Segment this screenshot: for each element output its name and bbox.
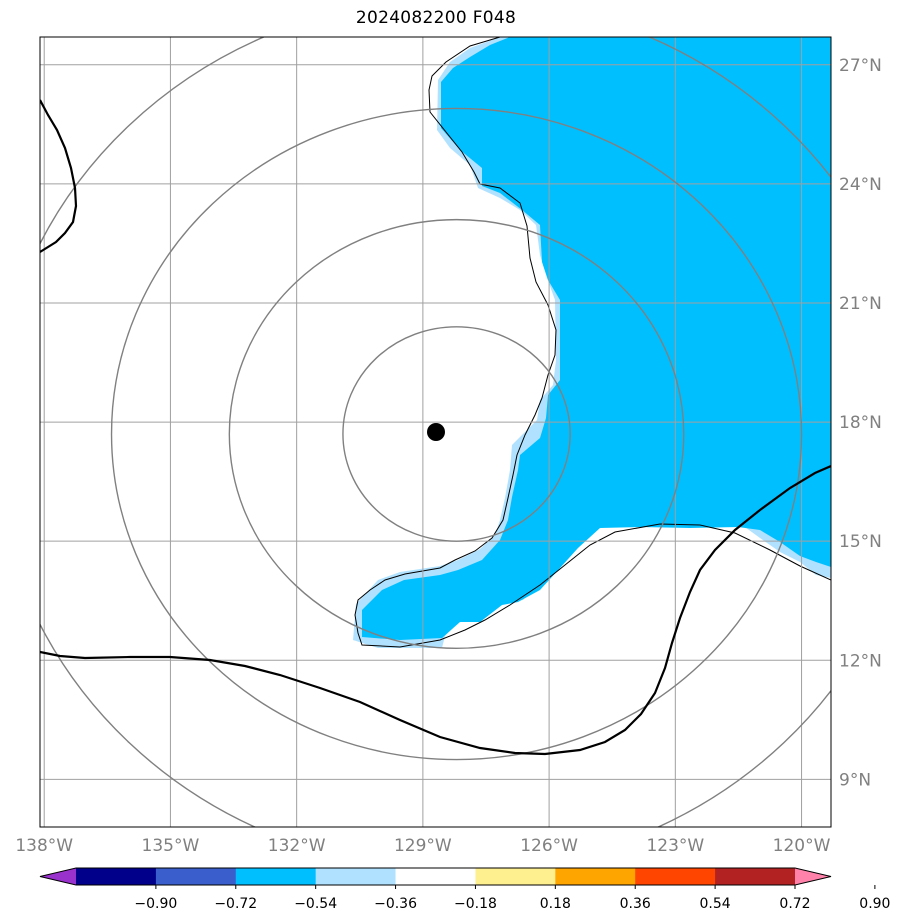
latitude-label: 18°N: [839, 413, 882, 433]
latitude-label: 24°N: [839, 175, 882, 195]
colorbar-extend-high: [795, 868, 831, 885]
longitude-label: 135°W: [142, 836, 200, 856]
map-title: 2024082200 F048: [355, 8, 517, 28]
colorbar-swatch: [155, 868, 237, 885]
colorbar-swatch: [315, 868, 397, 885]
colorbar: [39, 867, 832, 886]
latitude-label: 12°N: [839, 651, 882, 671]
colorbar-label: 0.72: [779, 896, 810, 912]
colorbar-swatch: [235, 868, 317, 885]
longitude-label: 126°W: [520, 836, 578, 856]
colorbar-swatch: [715, 868, 796, 885]
colorbar-swatch: [395, 868, 476, 885]
field-blue-band: [362, 37, 831, 640]
longitude-label: 138°W: [15, 836, 73, 856]
colorbar-swatch: [475, 868, 556, 885]
colorbar-label: −0.18: [454, 896, 497, 912]
thick-contour-south: [40, 464, 831, 756]
colorbar-label: 0.54: [700, 896, 731, 912]
range-rings: [40, 37, 831, 827]
colorbar-label: 0.90: [859, 896, 890, 912]
longitude-tick-labels: 138°W 135°W 132°W 129°W 126°W 123°W 120°W: [15, 836, 830, 856]
colorbar-label: 0.18: [540, 896, 571, 912]
range-ring: [342, 326, 571, 542]
longitude-label: 129°W: [394, 836, 452, 856]
longitude-label: 123°W: [646, 836, 704, 856]
storm-center-marker: [427, 423, 445, 441]
longitude-label: 120°W: [773, 836, 831, 856]
map-frame: [39, 36, 832, 828]
latitude-label: 15°N: [839, 532, 882, 552]
thin-contour: [354, 37, 831, 648]
colorbar-outline: [39, 867, 832, 886]
longitude-label: 132°W: [268, 836, 326, 856]
range-ring: [228, 218, 685, 650]
latitude-label: 27°N: [839, 56, 882, 76]
colorbar-label: −0.72: [214, 896, 257, 912]
range-ring: [110, 107, 803, 761]
colorbar-label: 0.36: [620, 896, 651, 912]
colorbar-label: −0.36: [374, 896, 417, 912]
colorbar-swatch: [635, 868, 716, 885]
latitude-tick-labels: 9°N 12°N 15°N 18°N 21°N 24°N 27°N: [839, 56, 882, 791]
colorbar-swatch: [555, 868, 636, 885]
colorbar-label: −0.90: [134, 896, 177, 912]
colorbar-extend-low: [40, 868, 76, 885]
colorbar-label: −0.54: [294, 896, 337, 912]
latitude-label: 21°N: [839, 294, 882, 314]
colorbar-tick-labels: −0.90 −0.72 −0.54 −0.36 −0.18 0.18 0.36 0.54 0.7…: [134, 885, 890, 912]
latitude-label: 9°N: [839, 770, 871, 790]
colorbar-swatch: [76, 868, 157, 885]
thick-contour-west: [40, 99, 78, 253]
